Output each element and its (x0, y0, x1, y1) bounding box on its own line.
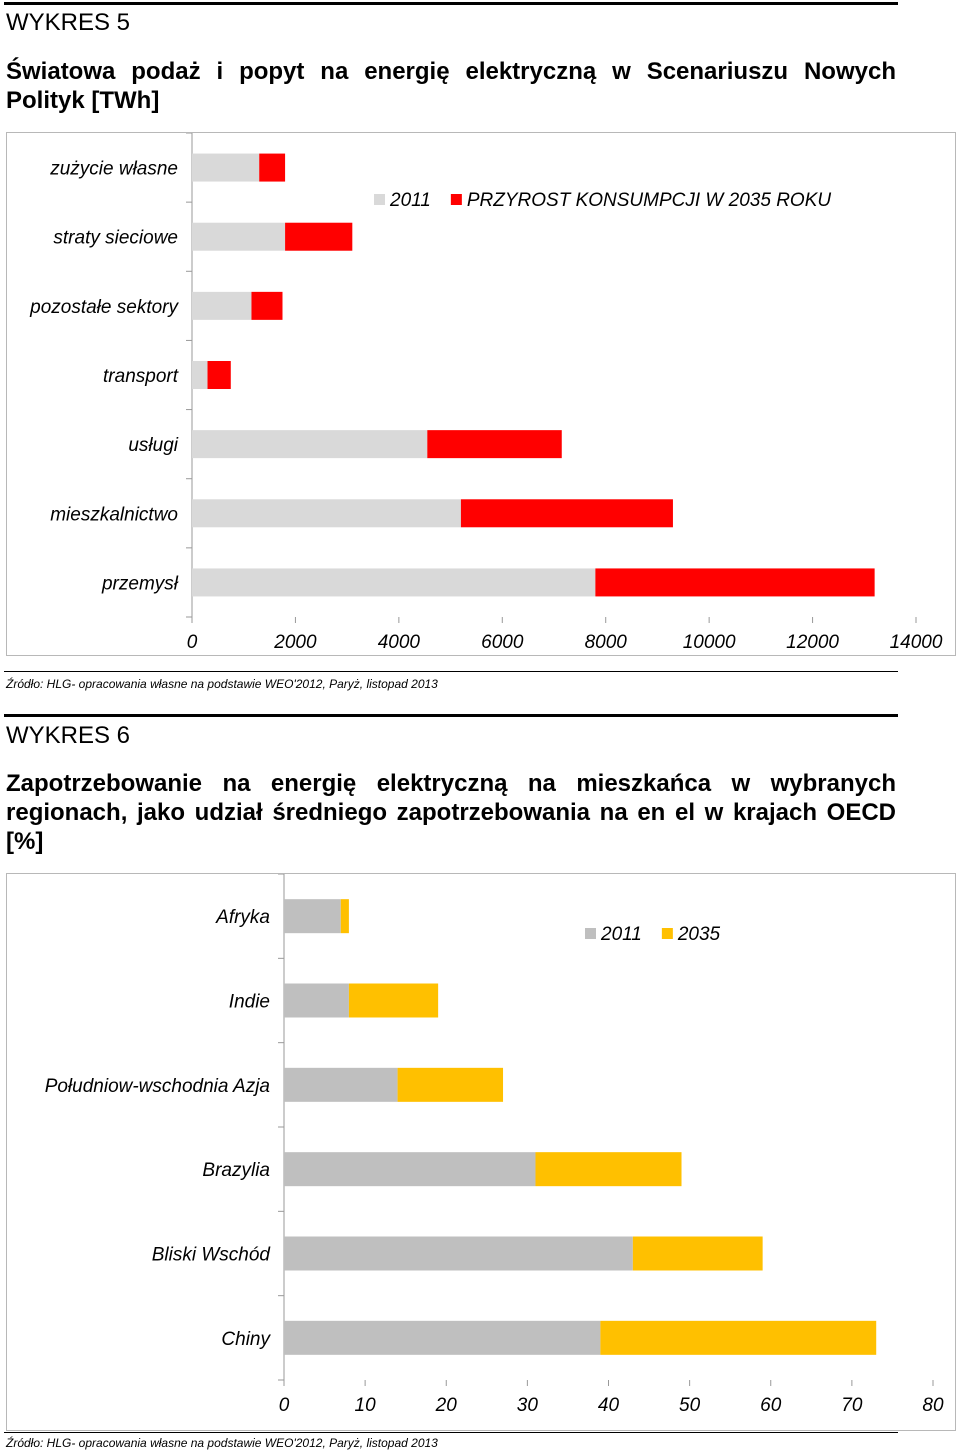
chart2-x-tick-label: 50 (679, 1395, 701, 1416)
chart2-x-tick-label: 30 (517, 1395, 539, 1416)
chart1-x-tick-label: 10000 (683, 632, 736, 653)
chart2-bar-base (284, 1152, 536, 1187)
chart1-frame: zużycie własne straty sieciowe pozostałe s… (6, 132, 956, 656)
chart2-x-tick-label: 60 (760, 1395, 782, 1416)
chart2-source-rule (4, 1432, 898, 1433)
chart2-category-label: Brazylia (202, 1160, 270, 1181)
chart1-bar-base (192, 291, 252, 320)
chart1-legend-label: PRZYROST KONSUMPCJI W 2035 ROKU (467, 190, 832, 211)
chart2-x-tick-label: 70 (841, 1395, 863, 1416)
chart1-top-rule (4, 2, 898, 5)
chart2-x-tick-label: 80 (922, 1395, 944, 1416)
chart2-bar-base (284, 983, 349, 1018)
chart2-number-label: WYKRES 6 (6, 722, 131, 749)
chart2-legend-label: 2035 (677, 924, 721, 945)
chart2-plot: Afryka Indie Południow-wschodnia Azja Brazy… (45, 873, 944, 1416)
chart2-bar-increment (600, 1320, 877, 1355)
chart1-bar-increment (251, 291, 283, 320)
chart1-category-label: transport (103, 366, 179, 387)
chart1-bar-increment (595, 568, 875, 597)
chart1-category-label: pozostałe sektory (29, 297, 179, 318)
chart2-category-label: Bliski Wschód (152, 1245, 272, 1266)
chart1-legend-label: 2011 (389, 190, 431, 211)
chart1-x-tick-label: 4000 (378, 632, 421, 653)
chart2-bar-base (284, 1067, 398, 1102)
chart1-bar-base (192, 568, 596, 597)
chart2-top-rule (4, 714, 898, 717)
chart2-legend-swatch (585, 928, 596, 939)
chart1-source: Źródło: HLG- opracowania własne na podst… (6, 677, 438, 691)
chart1-number-label: WYKRES 5 (6, 9, 131, 36)
chart2-category-label: Indie (229, 992, 270, 1013)
chart2-bar-increment (348, 983, 439, 1018)
chart2-x-tick-label: 40 (598, 1395, 620, 1416)
chart1-bar-increment (259, 153, 286, 182)
chart1-x-tick-label: 0 (187, 632, 198, 653)
chart2-category-label: Południow-wschodnia Azja (45, 1076, 270, 1097)
chart2-category-label: Afryka (215, 907, 270, 928)
chart1-category-label: zużycie własne (49, 159, 178, 180)
chart1-x-tick-label: 2000 (273, 632, 317, 653)
chart1-x-tick-label: 8000 (585, 632, 628, 653)
chart1-bar-increment (285, 222, 353, 251)
chart1-x-tick-label: 12000 (786, 632, 839, 653)
chart2-x-tick-label: 20 (435, 1395, 458, 1416)
chart2-legend-swatch (661, 928, 673, 939)
chart1-bar-base (192, 430, 428, 459)
chart1-plot: zużycie własne straty sieciowe pozostałe s… (29, 132, 943, 653)
chart2-x-tick-label: 0 (279, 1395, 290, 1416)
chart1-x-tick-label: 14000 (890, 632, 943, 653)
chart1-bar-base (192, 153, 260, 182)
chart1-category-label: straty sieciowe (53, 228, 178, 249)
chart2-x-tick-label: 10 (355, 1395, 377, 1416)
chart1-bar-base (192, 361, 208, 389)
chart1-bar-increment (207, 361, 231, 389)
chart1-bar-base (192, 499, 461, 528)
chart2-bar-increment (632, 1236, 763, 1271)
chart1-bar-increment (460, 499, 673, 528)
chart1-category-label: usługi (128, 435, 178, 456)
chart1-source-rule (4, 671, 898, 672)
chart1-legend-swatch (450, 194, 462, 205)
chart2-frame: Afryka Indie Południow-wschodnia Azja Brazy… (6, 873, 956, 1431)
chart2-category-label: Chiny (221, 1329, 271, 1350)
chart2-legend-label: 2011 (600, 924, 642, 945)
chart1-bar-increment (427, 430, 562, 459)
chart1-category-label: mieszkalnictwo (50, 504, 178, 525)
chart2-title: Zapotrzebowanie na energię elektryczną n… (6, 770, 896, 855)
chart2-bar-increment (535, 1152, 682, 1187)
chart1-category-label: przemysł (101, 573, 179, 594)
chart2-bar-base (284, 1236, 633, 1271)
chart1-x-tick-label: 6000 (481, 632, 524, 653)
chart1-bar-base (192, 222, 286, 251)
chart2-bar-increment (340, 899, 349, 934)
chart1-legend-swatch (374, 194, 385, 205)
chart2-bar-base (284, 1320, 601, 1355)
chart2-source: Źródło: HLG- opracowania własne na podst… (6, 1436, 438, 1450)
chart2-bar-base (284, 899, 341, 934)
chart2-bar-increment (397, 1067, 504, 1102)
chart1-title: Światowa podaż i popyt na energię elektr… (6, 58, 896, 114)
